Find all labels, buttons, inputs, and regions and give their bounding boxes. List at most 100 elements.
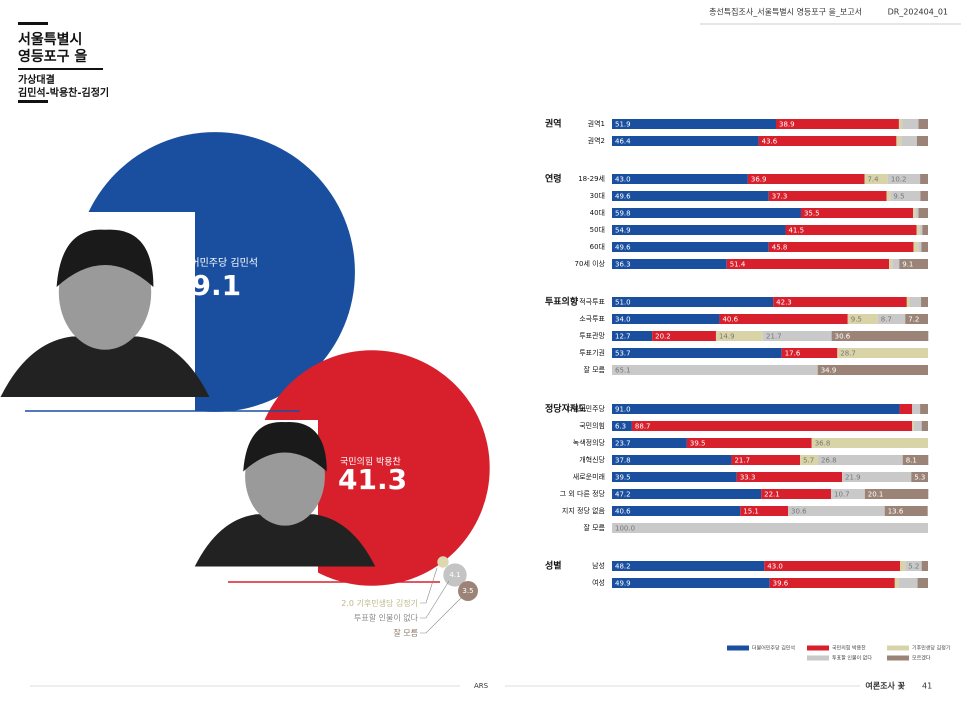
bar-segment	[889, 259, 893, 269]
group-label: 권역	[545, 118, 562, 130]
value-label: 39.6	[773, 580, 789, 588]
bar-segment	[612, 119, 777, 129]
value-label: 15.1	[743, 508, 759, 516]
value-label: 9.1	[902, 261, 913, 269]
value-label: 65.1	[615, 367, 631, 375]
bubble-name: 기후민생당 김정기	[357, 598, 418, 608]
value-label: 51.9	[615, 121, 631, 129]
value-label: 39.5	[615, 474, 631, 482]
value-label: 36.9	[751, 176, 767, 184]
value-label: 9.5	[851, 316, 862, 324]
value-label: 10.2	[891, 176, 907, 184]
bar-segment	[899, 259, 928, 269]
bar-segment	[905, 314, 928, 324]
bubble-label: 2.0 기후민생당 김정기	[341, 598, 418, 608]
value-label: 13.6	[888, 508, 904, 516]
value-label: 30.6	[835, 333, 851, 341]
row-label: 60대	[590, 243, 605, 251]
row-label: 남성	[592, 561, 605, 570]
title-line: 서울특별시	[18, 31, 82, 48]
value-label: 5.2	[908, 563, 919, 571]
bar-segment	[890, 191, 921, 201]
bar-segment	[652, 331, 716, 341]
bar-segment	[788, 506, 885, 516]
value-label: 43.6	[762, 138, 778, 146]
value-label: 17.6	[785, 350, 801, 358]
value-label: 88.7	[635, 423, 651, 431]
bar-segment	[919, 225, 923, 235]
bubble-value: 3.5	[462, 587, 473, 595]
value-label: 9.5	[893, 193, 904, 201]
value-label: 48.2	[615, 563, 631, 571]
bar-segment	[917, 578, 928, 588]
value-label: 20.1	[868, 491, 884, 499]
bar-segment	[916, 136, 928, 146]
bar-segment	[837, 348, 928, 358]
legend-swatch	[807, 645, 829, 651]
value-label: 28.7	[840, 350, 856, 358]
bar-segment	[612, 136, 759, 146]
bar-segment	[719, 314, 848, 324]
bar-segment	[909, 297, 922, 307]
group-label: 정당지지도	[545, 403, 587, 415]
value-label: 22.1	[764, 491, 780, 499]
legend-label: 더불어민주당 김민석	[752, 645, 795, 652]
bar-segment	[902, 455, 929, 465]
row-label: 투표관망	[579, 331, 605, 340]
bubble-value: 4.1	[449, 571, 460, 579]
value-label: 40.6	[615, 508, 631, 516]
bar-segment	[913, 208, 916, 218]
value-label: 45.8	[772, 244, 788, 252]
row-label: 적극투표	[579, 297, 605, 306]
bar-segment	[726, 259, 890, 269]
bar-segment	[913, 421, 922, 431]
bar-segment	[612, 365, 818, 375]
title-line: 영등포구 을	[18, 48, 87, 65]
bar-segment	[877, 314, 906, 324]
bar-segment	[612, 523, 928, 533]
value-label: 7.2	[908, 316, 919, 324]
bar-segment	[612, 455, 732, 465]
bar-segment	[898, 578, 918, 588]
value-label: 10.7	[834, 491, 850, 499]
value-label: 49.6	[615, 193, 631, 201]
value-label: 51.0	[615, 299, 631, 307]
bar-segment	[785, 225, 917, 235]
row-label: 지지 정당 없음	[562, 506, 606, 515]
legend-swatch	[727, 645, 749, 651]
bubble-value: 2.0	[341, 599, 354, 608]
row-label: 녹색정의당	[573, 438, 606, 447]
legend-label: 모르겠다	[912, 655, 931, 662]
bar-segment	[922, 225, 928, 235]
bar-segment	[612, 489, 762, 499]
bar-segment	[612, 297, 774, 307]
bar-segment	[763, 331, 832, 341]
row-label: 새로운미래	[573, 472, 605, 481]
bar-segment	[769, 578, 895, 588]
publisher: 여론조사 꽃	[865, 681, 905, 691]
row-label: 40대	[590, 209, 605, 217]
bar-segment	[817, 365, 928, 375]
row-label: 소극투표	[579, 315, 605, 323]
bar-segment	[747, 174, 865, 184]
bar-segment	[920, 404, 928, 414]
bar-segment	[715, 331, 764, 341]
legend-label: 투표할 인물이 없다	[832, 655, 872, 662]
row-label: 투표기권	[579, 348, 605, 357]
bar-segment	[918, 242, 922, 252]
value-label: 5.3	[914, 474, 925, 482]
value-label: 8.1	[906, 457, 917, 465]
title-bar	[18, 22, 48, 25]
bar-segment	[612, 506, 741, 516]
bar-segment	[918, 119, 928, 129]
bar-segment	[736, 472, 843, 482]
bar-segment	[768, 191, 887, 201]
value-label: 33.3	[740, 474, 756, 482]
row-label: 권역2	[588, 136, 605, 145]
value-label: 59.8	[615, 210, 631, 218]
bar-segment	[912, 421, 914, 431]
bar-segment	[612, 174, 748, 184]
bar-segment	[921, 297, 928, 307]
bar-segment	[864, 174, 888, 184]
